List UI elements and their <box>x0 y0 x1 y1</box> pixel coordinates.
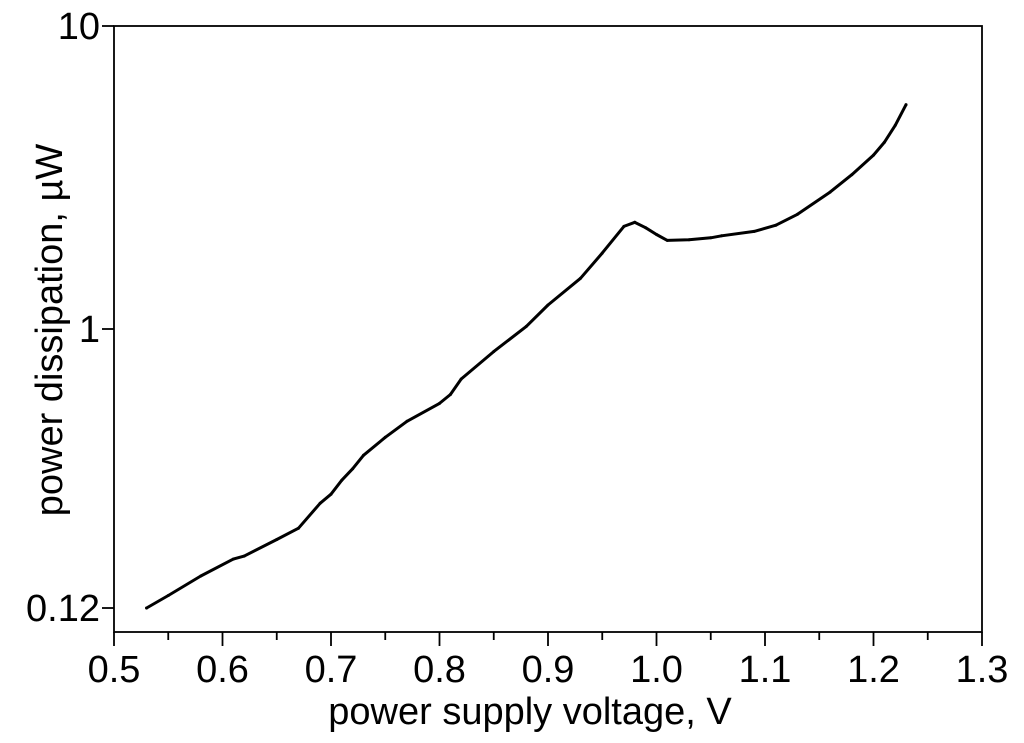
series-0-point-38 <box>904 103 908 107</box>
x-axis-title: power supply voltage, V <box>328 691 732 733</box>
series-0-point-19 <box>546 303 550 307</box>
series-0-point-23 <box>633 220 637 224</box>
x-tick-label-3: 0.8 <box>413 649 466 691</box>
series-0-point-2 <box>199 574 203 578</box>
series-0-point-26 <box>665 238 669 242</box>
x-tick-label-1: 0.6 <box>196 649 249 691</box>
series-layer <box>145 103 908 610</box>
series-0-point-16 <box>459 377 463 381</box>
series-0-point-31 <box>774 223 778 227</box>
x-tick-label-0: 0.5 <box>88 649 141 691</box>
series-0-point-37 <box>893 123 897 127</box>
series-0-point-3 <box>231 557 235 561</box>
y-tick-label-2: 0.12 <box>26 588 100 630</box>
series-0-point-29 <box>720 234 724 238</box>
x-tick-label-8: 1.3 <box>956 649 1009 691</box>
series-0-point-15 <box>448 393 452 396</box>
series-0-point-4 <box>242 554 246 558</box>
series-0-point-17 <box>492 350 496 354</box>
x-tick-label-6: 1.1 <box>739 649 792 691</box>
series-0-point-36 <box>882 140 886 144</box>
y-tick-label-0: 10 <box>58 6 100 48</box>
x-tick-label-2: 0.7 <box>305 649 358 691</box>
y-axis-ticks: 10 1 0.12 <box>26 6 114 630</box>
series-0-point-14 <box>438 401 441 405</box>
y-axis-title: power dissipation, µW <box>29 144 71 517</box>
series-0-point-30 <box>752 229 756 233</box>
series-0-point-0 <box>145 606 149 610</box>
series-0-point-5 <box>275 538 279 541</box>
series-0-point-35 <box>872 153 875 157</box>
series-0-point-21 <box>600 251 604 255</box>
series-0-point-18 <box>524 324 528 328</box>
series-0-point-22 <box>622 224 626 228</box>
series-0-point-34 <box>850 173 854 177</box>
series-0-point-12 <box>383 435 387 439</box>
series-line-0 <box>145 103 908 610</box>
series-0-point-1 <box>166 594 170 597</box>
series-0-point-9 <box>340 478 344 482</box>
series-0-point-10 <box>351 467 355 471</box>
series-0-point-6 <box>297 526 300 530</box>
series-0-point-24 <box>644 226 648 230</box>
series-0-point-11 <box>362 453 365 457</box>
x-tick-label-5: 1.0 <box>630 649 683 691</box>
x-tick-label-7: 1.2 <box>847 649 900 691</box>
plot-area-frame <box>113 25 983 633</box>
series-0-point-27 <box>687 238 691 242</box>
series-0-point-7 <box>318 501 322 505</box>
series-0-point-28 <box>709 236 713 240</box>
series-0-point-25 <box>655 233 658 236</box>
x-tick-label-4: 0.9 <box>522 649 575 691</box>
series-0-point-8 <box>329 492 333 496</box>
series-0-point-33 <box>828 190 832 194</box>
series-0-point-20 <box>579 276 582 280</box>
series-0-point-32 <box>796 212 799 216</box>
x-axis-ticks: 0.5 0.6 0.7 0.8 0.9 1.0 1.1 1.2 1.3 <box>88 632 1009 691</box>
series-0-point-13 <box>405 419 409 423</box>
y-tick-label-1: 1 <box>79 309 100 351</box>
